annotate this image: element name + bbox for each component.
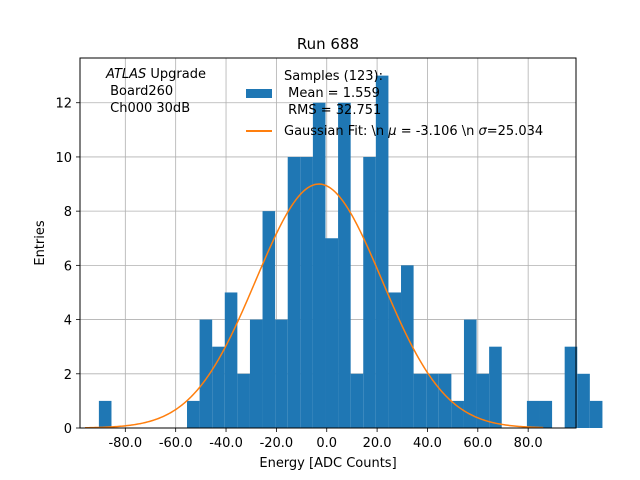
histogram-bar [338,102,351,428]
board-text: Board260 [106,84,174,99]
x-tick-label: 60.0 [463,436,492,451]
y-tick-label: 2 [64,368,72,383]
histogram-bar [375,75,389,428]
fit-label: Gaussian Fit: \n μ = -3.106 \n σ=25.034 [284,124,544,139]
histogram-bar [275,319,288,428]
plot-frame [79,57,577,429]
x-tick-label: 0.0 [316,436,337,451]
histogram-bar [463,319,477,428]
histogram-bar [426,373,439,428]
histogram-bar [312,102,326,428]
histogram-bar [237,373,250,428]
legend-entry-samples: Samples (123): Mean = 1.559 RMS = 32.751 [246,68,383,119]
histogram-bar [438,373,452,428]
upgrade-text: Upgrade [146,67,206,82]
x-axis-ticks: -80.0 -60.0 -40.0 -20.0 0.0 20.0 40.0 60.0 80.0 [108,428,543,451]
samples-swatch [246,89,272,98]
histogram-bar [489,346,502,428]
histogram-bar [287,156,301,428]
histogram-bar [212,346,225,428]
chart-title: Run 688 [297,35,359,53]
channel-text: Ch000 30dB [106,101,191,116]
histogram-bar [249,319,263,428]
histogram-bar [526,400,540,428]
histogram-bar [388,292,402,428]
histogram-bar [564,346,578,428]
y-tick-label: 8 [64,205,72,220]
histogram-bar [413,373,427,428]
histogram-bar [577,373,590,428]
histogram-bar [350,373,364,428]
samples-label: Samples (123): Mean = 1.559 RMS = 32.751 [284,69,383,118]
x-tick-label: 80.0 [514,436,543,451]
fit-swatch [246,130,272,132]
x-tick-label: -60.0 [159,436,193,451]
x-tick-label: -20.0 [260,436,294,451]
x-tick-label: -80.0 [108,436,142,451]
atlas-annotation: ATLAS Upgrade Board260 Ch000 30dB [106,66,206,117]
histogram-bar [401,265,414,428]
y-axis-ticks: 0 2 4 6 8 10 12 [55,97,80,437]
histogram-bar [224,292,238,428]
histogram-bar [187,400,200,428]
x-tick-label: -40.0 [209,436,243,451]
histogram-bar [199,319,213,428]
atlas-word: ATLAS [106,67,147,82]
histogram-bar [451,400,464,428]
histogram-bar [262,211,276,428]
histogram-bar [325,238,339,428]
y-tick-label: 4 [64,314,72,329]
x-tick-label: 40.0 [413,436,442,451]
histogram-bar [98,400,112,428]
histogram-bar [539,400,553,428]
y-tick-label: 12 [55,97,72,112]
histogram-bar [363,156,376,428]
y-tick-label: 6 [64,259,72,274]
histogram-bar [300,156,313,428]
histogram-bar [589,400,603,428]
y-tick-label: 0 [64,422,72,437]
legend: Samples (123): Mean = 1.559 RMS = 32.751… [246,68,543,139]
x-tick-label: 20.0 [363,436,392,451]
x-axis-label: Energy [ADC Counts] [259,456,396,471]
histogram-bar [476,373,490,428]
y-axis-label: Entries [33,220,48,266]
y-tick-label: 10 [55,151,72,166]
gaussian-fit-curve [85,183,544,429]
